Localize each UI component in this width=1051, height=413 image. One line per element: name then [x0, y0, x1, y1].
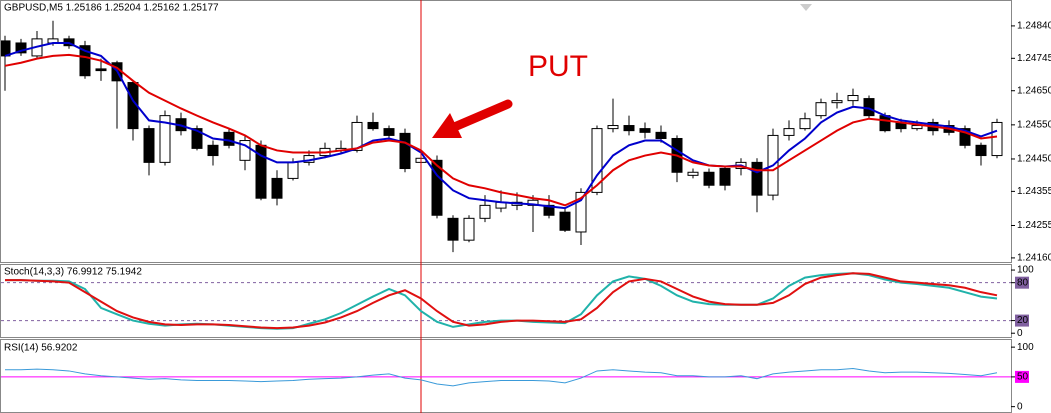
annotation-arrow [432, 99, 513, 138]
y-tick-label: 80 [1017, 277, 1029, 288]
rsi-panel [0, 339, 1012, 413]
candle-body [575, 191, 587, 233]
series-line [4, 41, 998, 210]
candle-body [463, 217, 475, 241]
candle-body [991, 121, 1003, 157]
series-line [5, 272, 998, 330]
y-tick-label: 20 [1017, 315, 1029, 326]
candle-body [15, 42, 27, 54]
y-tick-highlight [1015, 370, 1029, 383]
y-tick-label: 1.24840 [1017, 21, 1051, 32]
arrow-shaft [447, 99, 513, 133]
y-tick-label: 100 [1017, 342, 1034, 353]
candle-body [351, 121, 363, 151]
candle-body [207, 144, 219, 157]
candle-body [159, 115, 171, 163]
candle-body [223, 131, 235, 146]
annotation: PUT [528, 50, 588, 83]
candle-body [287, 161, 299, 179]
rsi-title: RSI(14) 56.9202 [4, 343, 78, 354]
candle-body [79, 45, 91, 77]
candle-body [1, 40, 11, 57]
y-tick-label: 50 [1017, 372, 1029, 383]
y-tick-highlight [1015, 314, 1029, 327]
candle-body [271, 177, 283, 199]
stoch-panel [0, 264, 1012, 338]
candle-body [831, 100, 843, 104]
y-tick-label: 1.24550 [1017, 119, 1051, 130]
y-tick-label: 1.24355 [1017, 186, 1051, 197]
stoch-title: Stoch(14,3,3) 76.9912 75.1942 [4, 267, 142, 278]
candle-body [559, 211, 571, 231]
candle-body [687, 171, 699, 176]
candle-body [911, 125, 923, 130]
candle-body [447, 217, 459, 241]
candle-body [143, 128, 155, 163]
chart-title: GBPUSD,M5 1.25186 1.25204 1.25162 1.2517… [4, 3, 219, 14]
y-tick-label: 1.24650 [1017, 85, 1051, 96]
candle-body [703, 171, 715, 186]
arrow-head [432, 113, 462, 138]
y-tick-label: 1.24160 [1017, 253, 1051, 264]
candle-body [783, 128, 795, 136]
series-layer [5, 368, 998, 387]
series-line [5, 368, 998, 387]
series-layer [1, 20, 1003, 253]
series-line [4, 53, 998, 207]
candle-body [479, 204, 491, 219]
candle-body [527, 199, 539, 206]
candle-body [191, 128, 203, 149]
candle-body [431, 159, 443, 216]
candle-body [399, 132, 411, 170]
scroll-icon [800, 4, 812, 11]
candle-body [975, 144, 987, 157]
y-tick-label: 100 [1017, 265, 1034, 276]
candle-body [591, 128, 603, 193]
candle-body [639, 128, 651, 133]
candle-body [959, 128, 971, 146]
y-tick-label: 0 [1017, 328, 1023, 339]
y-tick-label: 1.24450 [1017, 154, 1051, 165]
series-layer [5, 272, 998, 330]
candle-body [543, 204, 555, 216]
candle-body [799, 118, 811, 130]
candle-body [367, 121, 379, 130]
candle-body [95, 68, 107, 72]
candle-body [623, 125, 635, 132]
y-tick-label: 1.24745 [1017, 53, 1051, 64]
candle-body [815, 102, 827, 117]
candle-body [239, 140, 251, 161]
candle-body [847, 95, 859, 102]
candle-body [751, 161, 763, 196]
y-tick-label: 1.24255 [1017, 220, 1051, 231]
candle-body [383, 128, 395, 136]
candle-body [719, 168, 731, 186]
y-tick-highlight [1015, 276, 1029, 289]
y-tick-label: 0 [1017, 401, 1023, 412]
candle-body [655, 131, 667, 139]
candle-body [879, 115, 891, 132]
candle-body [607, 125, 619, 130]
